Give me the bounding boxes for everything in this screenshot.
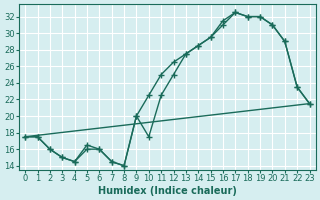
- X-axis label: Humidex (Indice chaleur): Humidex (Indice chaleur): [98, 186, 237, 196]
